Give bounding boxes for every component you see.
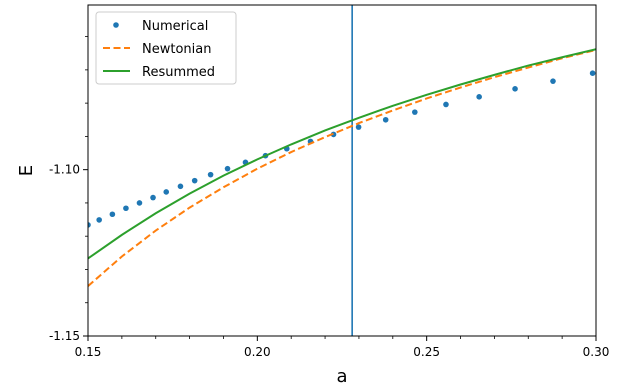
y-axis-label: E [16,165,37,176]
data-point [163,189,170,195]
series-numerical-markers [88,70,596,228]
data-point [550,78,556,84]
legend-label-numerical: Numerical [142,19,208,34]
series-newtonian-line [88,48,596,287]
x-tick-label: 0.25 [413,345,440,359]
data-point [123,205,129,212]
data-point [382,116,389,123]
legend-marker-numerical [113,22,119,28]
x-tick-label: 0.30 [583,345,610,359]
data-point [412,109,418,115]
data-point [88,222,91,228]
data-point [177,183,184,190]
plot-area [88,5,596,336]
data-point [191,177,198,184]
data-point [109,211,116,218]
x-tick-label: 0.20 [244,345,271,359]
legend-label-newtonian: Newtonian [142,42,211,57]
data-point [136,200,143,206]
data-point [150,194,156,201]
legend: Numerical Newtonian Resummed [95,11,237,85]
y-tick-label: -1.10 [49,163,80,177]
series-resummed-line [88,48,596,260]
data-point [224,165,231,172]
legend-box [95,11,237,85]
data-point [207,171,214,178]
data-point [512,86,518,92]
legend-label-resummed: Resummed [142,65,215,80]
data-point [355,124,362,130]
x-axis-label: a [336,366,347,386]
plot-frame [87,4,597,337]
data-point [476,94,482,100]
y-tick-label: -1.15 [49,329,80,343]
data-point [96,217,102,223]
axis-ticks: 0.15 0.20 0.25 0.30 -1.10 -1.15 [49,36,610,359]
data-point [443,101,449,108]
x-tick-label: 0.15 [75,345,102,359]
data-point [589,70,596,76]
